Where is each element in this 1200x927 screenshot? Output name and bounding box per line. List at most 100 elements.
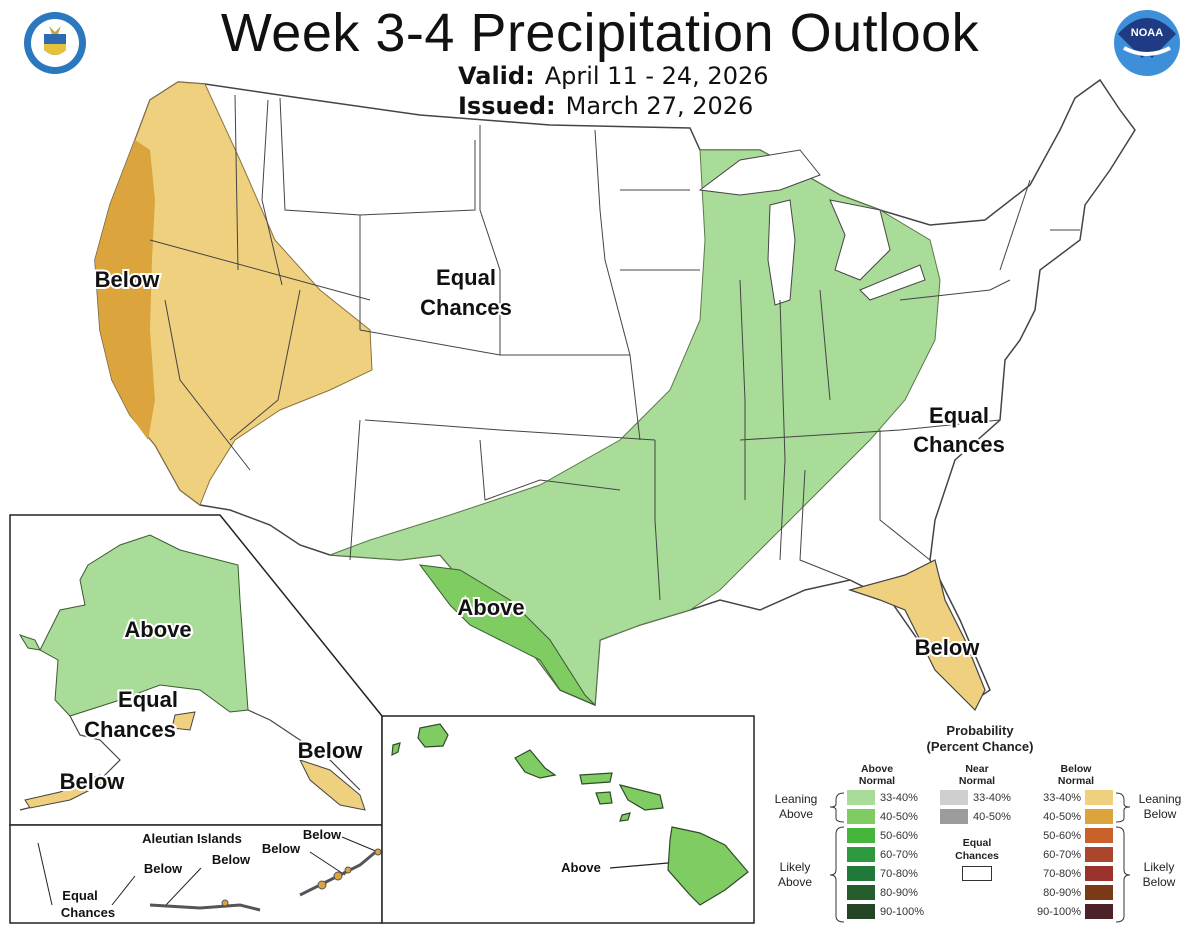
hawaii-islands	[391, 723, 749, 906]
valid-value: April 11 - 24, 2026	[544, 62, 769, 90]
likely-above-label: Likely Above	[777, 860, 813, 889]
below-60-70-label: 60-70%	[1043, 849, 1081, 861]
molokai	[579, 772, 613, 785]
oahu	[514, 749, 557, 779]
valid-label: Valid:	[458, 62, 535, 90]
legend-title: Probability (Percent Chance)	[926, 723, 1034, 754]
aleutian-label-below-1: Below	[303, 827, 342, 842]
label-texas-above: Above	[457, 595, 524, 620]
below-90-100-label: 90-100%	[1036, 906, 1081, 918]
swatch-below-40-50	[1085, 809, 1113, 824]
swatch-below-90-100	[1085, 904, 1113, 919]
aleutian-label-equal: Equal	[62, 888, 97, 903]
above-80-90-label: 80-90%	[880, 887, 918, 899]
below-50-60-label: 50-60%	[1043, 830, 1081, 842]
label-alaska-chances: Chances	[84, 717, 176, 742]
coast-below-strong-region	[95, 140, 155, 440]
leaning-above-label: Leaning Above	[774, 792, 818, 821]
below-33-40-label: 33-40%	[1043, 792, 1081, 804]
swatch-above-70-80	[847, 866, 875, 881]
below-70-80-label: 70-80%	[1043, 868, 1081, 880]
label-florida-below: Below	[915, 635, 981, 660]
swatch-near-40-50	[940, 809, 968, 824]
noaa-logo-text: NOAA	[1131, 27, 1163, 39]
st-lawrence-island	[18, 634, 41, 651]
issued-date: Issued: March 27, 2026	[458, 92, 753, 120]
lake-erie	[859, 264, 926, 301]
lanai	[595, 791, 613, 805]
leaning-below-label: Leaning Below	[1138, 792, 1182, 821]
below-40-50-label: 40-50%	[1043, 811, 1081, 823]
kahoolawe	[619, 812, 631, 822]
swatch-above-60-70	[847, 847, 875, 862]
label-alaska-sw-below: Below	[60, 769, 126, 794]
kauai	[417, 723, 449, 748]
aleutian-below-islands	[221, 848, 382, 907]
near-normal-heading: Near Normal	[958, 763, 996, 787]
label-alaska-equal: Equal	[118, 687, 178, 712]
alaska-panhandle-below	[299, 759, 366, 811]
swatch-below-33-40	[1085, 790, 1113, 805]
lake-huron	[829, 199, 891, 281]
legend-braces	[829, 792, 1131, 923]
hawaii-label-above: Above	[561, 860, 601, 875]
alaska-above-region	[39, 534, 249, 717]
swatch-above-50-60	[847, 828, 875, 843]
swatch-above-90-100	[847, 904, 875, 919]
label-alaska-above: Above	[124, 617, 191, 642]
above-40-50-label: 40-50%	[880, 811, 918, 823]
valid-dates: Valid: April 11 - 24, 2026	[458, 62, 769, 90]
aleutian-islands	[149, 848, 379, 912]
above-90-100-label: 90-100%	[880, 906, 925, 918]
above-60-70-label: 60-70%	[880, 849, 918, 861]
probability-legend: Probability (Percent Chance) Above Normal…	[760, 720, 1200, 927]
likely-below-label: Likely Below	[1142, 860, 1176, 889]
above-70-80-label: 70-80%	[880, 868, 918, 880]
swatch-below-60-70	[1085, 847, 1113, 862]
noaa-logo-icon: NOAA	[1114, 10, 1180, 76]
map-title: Week 3-4 Precipitation Outlook	[220, 3, 980, 63]
label-central-chances: Chances	[420, 295, 512, 320]
swatch-above-40-50	[847, 809, 875, 824]
florida-below-region	[847, 559, 986, 712]
lake-superior	[698, 149, 821, 196]
below-80-90-label: 80-90%	[1043, 887, 1081, 899]
above-normal-heading: Above Normal	[858, 763, 896, 787]
near-40-50-label: 40-50%	[973, 811, 1011, 823]
aleutian-label-below-3: Below	[212, 852, 251, 867]
hawaii-leader-line	[609, 862, 669, 869]
swatch-below-80-90	[1085, 885, 1113, 900]
label-east-equal: Equal	[929, 403, 989, 428]
south-texas-above-strong-region	[418, 564, 596, 706]
equal-chances-heading: Equal Chances	[955, 837, 999, 862]
lake-michigan	[767, 199, 796, 306]
alaska-kenai-below	[171, 711, 196, 731]
aleutian-leader-lines	[37, 836, 379, 906]
below-normal-heading: Below Normal	[1057, 763, 1095, 787]
swatch-below-50-60	[1085, 828, 1113, 843]
near-33-40-label: 33-40%	[973, 792, 1011, 804]
label-east-chances: Chances	[913, 432, 1005, 457]
state-boundaries	[149, 94, 1080, 601]
niihau	[391, 742, 401, 757]
issued-value: March 27, 2026	[565, 92, 754, 120]
commerce-seal-icon	[24, 12, 86, 74]
swatch-above-80-90	[847, 885, 875, 900]
aleutian-title: Aleutian Islands	[142, 831, 242, 846]
aleutian-label-chances: Chances	[61, 905, 115, 920]
swatch-above-33-40	[847, 790, 875, 805]
swatch-below-70-80	[1085, 866, 1113, 881]
label-central-equal: Equal	[436, 265, 496, 290]
aleutian-label-below-2: Below	[262, 841, 301, 856]
above-50-60-label: 50-60%	[880, 830, 918, 842]
label-alaska-panhandle-below: Below	[298, 738, 364, 763]
alaska-peninsula-below	[24, 774, 112, 809]
swatch-near-33-40	[940, 790, 968, 805]
big-island	[667, 826, 749, 906]
issued-label: Issued:	[458, 92, 556, 120]
maui	[618, 784, 664, 811]
above-33-40-label: 33-40%	[880, 792, 918, 804]
swatch-equal-chances	[962, 866, 992, 881]
label-west-below: Below	[95, 267, 161, 292]
